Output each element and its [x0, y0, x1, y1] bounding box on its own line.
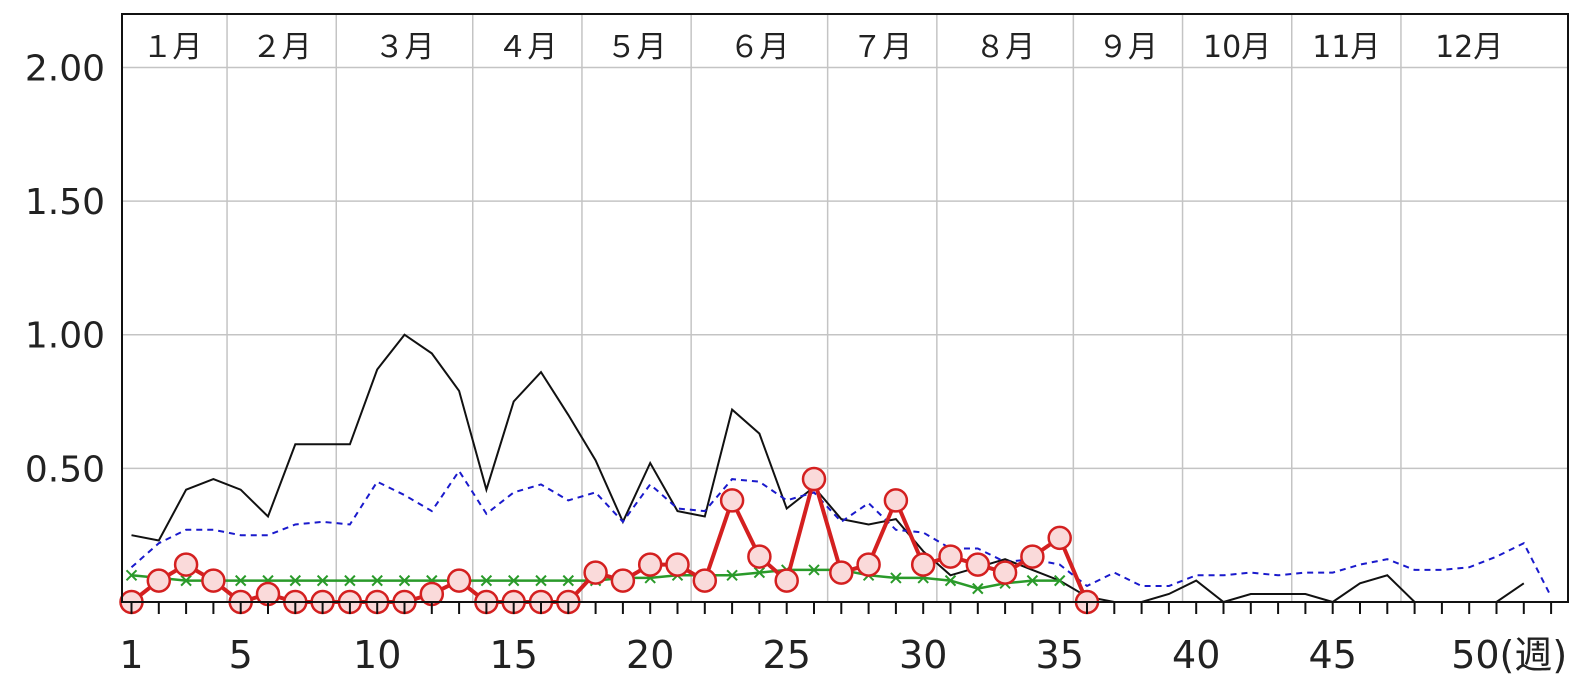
- y-tick-label: 1.00: [25, 316, 105, 357]
- month-label: ２月: [252, 30, 312, 65]
- data-point: [965, 552, 991, 577]
- data-point: [344, 574, 356, 587]
- data-point: [125, 569, 138, 581]
- data-point: [972, 582, 984, 595]
- data-point: [316, 574, 329, 587]
- data-point: [1047, 525, 1072, 551]
- x-axis-ticks: [130, 602, 1553, 614]
- x-tick-label: 40: [1172, 633, 1220, 677]
- data-point: [507, 574, 520, 587]
- plot-frame: [121, 13, 1569, 603]
- series-line: [130, 469, 1552, 598]
- data-point: [146, 568, 172, 593]
- x-axis-tick-labels: 1 5 10 15 20 25 30 35 40 45 50(週): [119, 633, 1567, 677]
- x-tick-label: 25: [763, 633, 811, 677]
- x-tick-label: 5: [229, 633, 253, 677]
- month-label: 11月: [1312, 30, 1380, 65]
- series-line: [131, 333, 1525, 604]
- data-point: [774, 568, 799, 593]
- x-tick-label: 35: [1036, 633, 1084, 677]
- y-tick-label: 2.00: [25, 48, 105, 89]
- data-point: [173, 552, 199, 577]
- series-blue-dashed: [130, 469, 1552, 598]
- month-label: ３月: [375, 30, 435, 65]
- data-point: [883, 488, 909, 513]
- data-point: [829, 560, 854, 585]
- data-point: [610, 568, 636, 593]
- horizontal-gridlines: [122, 66, 1568, 470]
- data-point: [719, 488, 745, 513]
- data-point: [856, 552, 881, 577]
- x-tick-label: 45: [1309, 633, 1357, 677]
- data-point: [371, 574, 383, 587]
- month-label: ６月: [729, 30, 789, 65]
- y-tick-label: 0.50: [25, 449, 105, 490]
- data-point: [1020, 544, 1045, 569]
- month-labels: １月 ２月 ３月 ４月 ５月 ６月 ７月 ８月 ９月 10月 11月 12月: [142, 30, 1503, 65]
- data-point: [1053, 574, 1066, 587]
- data-point: [234, 574, 247, 587]
- data-point: [637, 552, 663, 577]
- x-tick-label: 50(週): [1451, 633, 1567, 677]
- month-label: ９月: [1098, 30, 1158, 65]
- data-point: [910, 552, 936, 577]
- data-point: [398, 574, 411, 587]
- data-point: [808, 564, 820, 576]
- data-point: [180, 574, 192, 587]
- data-point: [801, 466, 827, 492]
- data-point: [992, 560, 1018, 585]
- month-label: 10月: [1203, 30, 1271, 65]
- data-point: [535, 574, 547, 587]
- data-point: [938, 544, 963, 569]
- x-tick-label: 20: [626, 633, 674, 677]
- month-label: ５月: [607, 30, 667, 65]
- x-tick-label: 30: [899, 633, 947, 677]
- data-point: [747, 544, 772, 569]
- data-point: [692, 568, 718, 593]
- month-label: ４月: [497, 30, 557, 65]
- data-point: [1026, 574, 1039, 587]
- data-point: [446, 568, 472, 593]
- data-point: [201, 568, 226, 593]
- data-point: [753, 566, 766, 579]
- month-label: ７月: [852, 30, 912, 65]
- x-tick-label: 10: [353, 633, 401, 677]
- x-tick-label: 1: [119, 633, 143, 677]
- data-point: [944, 574, 957, 587]
- vertical-gridlines: [226, 14, 1402, 602]
- month-label: ８月: [975, 30, 1035, 65]
- data-point: [562, 574, 575, 587]
- data-point: [289, 574, 302, 587]
- y-axis-tick-labels: 0.50 1.00 1.50 2.00: [25, 48, 105, 490]
- data-point: [726, 569, 738, 581]
- month-label: 12月: [1435, 30, 1503, 65]
- data-point: [890, 572, 902, 584]
- data-point: [480, 574, 493, 587]
- y-tick-label: 1.50: [25, 182, 105, 223]
- data-point: [583, 560, 608, 585]
- month-label: １月: [142, 30, 202, 65]
- x-tick-label: 15: [490, 633, 538, 677]
- series-black-solid: [131, 333, 1525, 604]
- data-point: [665, 552, 690, 577]
